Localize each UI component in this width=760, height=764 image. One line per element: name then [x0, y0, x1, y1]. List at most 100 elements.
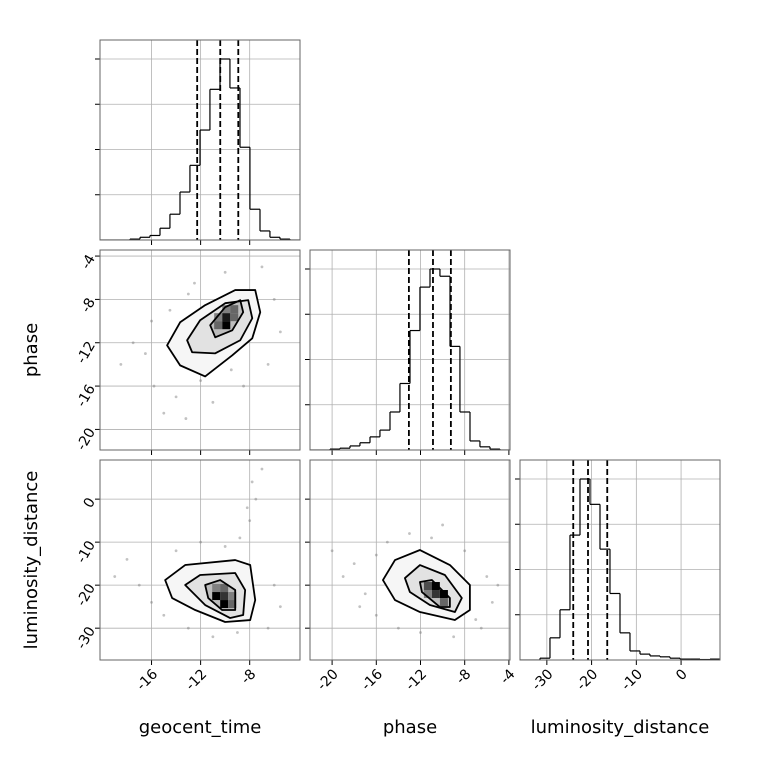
sample-point: [496, 583, 500, 587]
sample-point: [463, 549, 467, 553]
sample-point: [260, 265, 264, 269]
sample-point: [260, 467, 264, 471]
y-tick-label: -8: [78, 295, 99, 315]
x-tick-label: -8: [238, 666, 259, 687]
sample-point: [131, 341, 135, 345]
sample-point: [479, 626, 483, 630]
sample-point: [152, 384, 156, 388]
density-cell: [431, 590, 440, 599]
sample-point: [229, 368, 233, 372]
panel-frame: [99, 459, 301, 661]
x-tick-label: -12: [403, 666, 430, 693]
panel: [310, 460, 510, 660]
sample-point: [430, 536, 433, 540]
density-cell: [220, 592, 229, 601]
density-cell: [230, 313, 239, 322]
contour-line: [404, 564, 463, 613]
panel-frame: [519, 459, 721, 661]
y-axis-label: luminosity_distance: [21, 471, 42, 650]
density-cell: [423, 590, 432, 599]
contour-line: [209, 299, 245, 339]
y-tick-label: 0: [81, 495, 99, 511]
sample-point: [485, 575, 489, 578]
x-tick-label: -30: [529, 666, 556, 693]
density-cell: [228, 592, 237, 601]
sample-point: [193, 281, 196, 285]
x-tick-label: -10: [618, 666, 645, 693]
contour-line: [419, 579, 451, 608]
sample-point: [266, 626, 270, 630]
density-cell: [220, 584, 229, 593]
contour-line: [184, 572, 247, 619]
sample-point: [184, 417, 188, 420]
sample-point: [278, 605, 282, 609]
sample-point: [162, 613, 166, 617]
sample-point: [374, 553, 378, 557]
sample-point: [113, 575, 117, 578]
sample-point: [245, 506, 249, 510]
sample-point: [211, 400, 215, 404]
density-cell: [212, 592, 221, 601]
panel: [520, 460, 720, 660]
x-tick-label: -20: [314, 666, 341, 693]
panel-frame: [99, 39, 301, 241]
sample-point: [186, 626, 190, 630]
panel: [310, 250, 510, 450]
sample-point: [242, 384, 245, 388]
density-cell: [228, 600, 237, 609]
x-tick-label: -8: [453, 666, 474, 687]
sample-point: [174, 549, 178, 553]
sample-point: [211, 635, 215, 639]
sample-point: [168, 308, 172, 312]
y-axis-label: phase: [21, 323, 42, 377]
density-cell: [212, 584, 221, 593]
contour-line: [204, 579, 237, 611]
density-cell: [220, 600, 229, 609]
panel: [100, 250, 300, 450]
contour-line: [166, 289, 262, 378]
x-axis-label: phase: [383, 717, 437, 738]
sample-point: [330, 549, 334, 553]
panel-frame: [99, 249, 301, 451]
density-cell: [439, 598, 448, 607]
sample-point: [143, 352, 147, 355]
x-tick-label: -12: [183, 666, 210, 693]
density-cell: [222, 305, 231, 314]
sample-point: [278, 330, 282, 334]
contour-line: [164, 559, 257, 623]
density-cell: [214, 313, 223, 322]
sample-point: [223, 270, 227, 274]
density-cell: [214, 321, 223, 330]
panel: [100, 460, 300, 660]
x-tick-label: -16: [134, 666, 162, 694]
contour-line: [186, 299, 254, 355]
sample-point: [363, 592, 367, 596]
sample-point: [396, 626, 400, 630]
x-axis-label: luminosity_distance: [531, 717, 710, 738]
y-tick-label: -4: [78, 252, 99, 272]
sample-point: [223, 545, 227, 548]
sample-point: [162, 411, 166, 415]
sample-point: [236, 631, 239, 634]
sample-point: [408, 532, 411, 535]
sample-point: [341, 575, 345, 578]
sample-point: [150, 600, 153, 604]
density-cell: [222, 313, 231, 322]
x-tick-label: -4: [497, 666, 518, 687]
sample-point: [119, 363, 123, 366]
x-tick-label: -16: [358, 666, 386, 694]
sample-point: [174, 395, 178, 399]
density-cell: [230, 305, 239, 314]
sample-point: [441, 523, 444, 527]
sample-point: [358, 605, 362, 609]
sample-point: [272, 583, 276, 587]
sample-point: [254, 497, 258, 501]
sample-point: [385, 540, 389, 544]
sample-point: [238, 536, 242, 540]
sample-point: [186, 292, 190, 296]
density-cell: [439, 590, 448, 599]
sample-point: [352, 562, 356, 566]
sample-point: [374, 613, 378, 617]
sample-point: [272, 298, 276, 301]
